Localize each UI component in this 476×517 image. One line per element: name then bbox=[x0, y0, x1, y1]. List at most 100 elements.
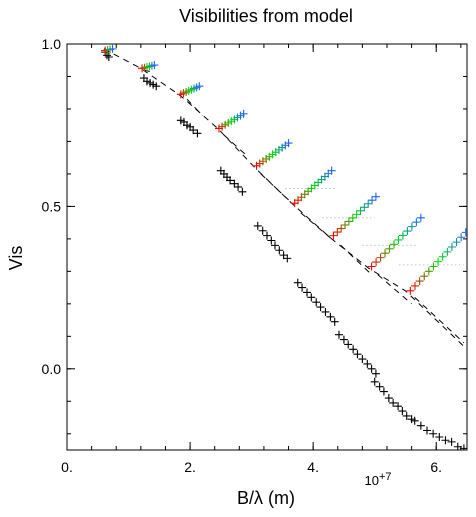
data-point-color bbox=[381, 249, 390, 258]
x-axis-label: B/λ (m) bbox=[237, 488, 295, 508]
data-point-color bbox=[424, 267, 433, 276]
data-point-black bbox=[459, 444, 467, 450]
data-point-color bbox=[344, 217, 353, 226]
data-point-black bbox=[349, 345, 358, 354]
data-point-black bbox=[263, 231, 271, 240]
data-point-black bbox=[358, 355, 367, 364]
x-axis-multiplier: 10+7 bbox=[364, 471, 391, 488]
y-tick-label: 0.5 bbox=[42, 198, 62, 214]
data-point-color bbox=[352, 210, 361, 219]
data-point-black bbox=[435, 433, 444, 442]
data-point-color bbox=[360, 203, 369, 212]
data-point-color bbox=[434, 257, 443, 266]
data-point-black bbox=[389, 398, 398, 407]
data-point-black bbox=[447, 437, 456, 446]
plot-area: 0. 2. 4. 6. 0.0 0.5 1.0 bbox=[42, 36, 468, 475]
data-point-black bbox=[429, 429, 438, 438]
data-point-black bbox=[283, 254, 292, 263]
data-point-color bbox=[356, 206, 365, 215]
data-point-color bbox=[394, 235, 403, 244]
data-point-color bbox=[367, 262, 376, 271]
data-point-black bbox=[339, 335, 348, 344]
x-tick-label: 0. bbox=[61, 459, 73, 475]
y-tick-label: 0.0 bbox=[42, 361, 62, 377]
data-point-black bbox=[353, 350, 362, 359]
data-point-color bbox=[348, 213, 357, 222]
data-point-color bbox=[443, 247, 452, 256]
dashed-segment bbox=[340, 245, 372, 275]
x-tick-label: 6. bbox=[430, 459, 442, 475]
data-point-black bbox=[416, 421, 425, 430]
data-point-black bbox=[271, 241, 279, 250]
chart-title: Visibilities from model bbox=[179, 6, 353, 26]
data-point-black bbox=[226, 176, 235, 185]
y-axis-label: Vis bbox=[6, 246, 26, 271]
data-point-color bbox=[420, 272, 429, 281]
data-point-black bbox=[441, 436, 450, 445]
data-point-color bbox=[398, 231, 407, 240]
data-point-color bbox=[239, 109, 248, 118]
data-point-black bbox=[379, 387, 388, 396]
data-point-color bbox=[447, 243, 456, 251]
plot-marks bbox=[101, 44, 467, 450]
data-point-black bbox=[279, 251, 288, 260]
data-point-color bbox=[411, 281, 419, 290]
data-point-color bbox=[372, 258, 381, 267]
data-point-black bbox=[367, 364, 376, 373]
data-point-black bbox=[312, 298, 321, 307]
data-point-black bbox=[275, 246, 284, 255]
data-point-black bbox=[104, 52, 113, 61]
data-point-color bbox=[284, 139, 293, 148]
data-point-black bbox=[193, 129, 202, 138]
data-point-color bbox=[341, 221, 350, 230]
data-point-color bbox=[376, 253, 385, 262]
data-point-black bbox=[384, 394, 393, 403]
data-point-black bbox=[230, 179, 239, 188]
data-point-black bbox=[267, 236, 276, 245]
data-point-color bbox=[412, 218, 421, 227]
data-point-color bbox=[195, 82, 204, 91]
data-point-color bbox=[327, 166, 336, 175]
data-point-black bbox=[398, 407, 407, 416]
data-point-color bbox=[429, 262, 438, 271]
data-point-black bbox=[321, 307, 330, 316]
data-point-color bbox=[457, 233, 466, 242]
data-point-color bbox=[329, 231, 338, 240]
data-point-color bbox=[368, 196, 377, 205]
data-point-black bbox=[298, 283, 307, 292]
data-point-color bbox=[337, 224, 346, 233]
data-point-black bbox=[307, 293, 316, 302]
data-point-black bbox=[330, 317, 339, 326]
data-point-black bbox=[234, 182, 243, 191]
data-point-black bbox=[238, 187, 247, 196]
y-tick-label: 1.0 bbox=[42, 36, 62, 52]
data-point-black bbox=[423, 426, 431, 435]
dashed-segment bbox=[377, 274, 412, 305]
data-point-color bbox=[385, 244, 394, 253]
data-point-black bbox=[344, 340, 353, 349]
data-point-color bbox=[371, 192, 380, 201]
data-point-black bbox=[363, 359, 372, 368]
x-tick-label: 2. bbox=[184, 459, 196, 475]
data-point-color bbox=[461, 228, 467, 237]
dashed-segment bbox=[414, 296, 465, 344]
data-point-black bbox=[371, 369, 380, 378]
plot-frame bbox=[66, 43, 468, 451]
data-point-color bbox=[415, 277, 424, 286]
data-point-black bbox=[326, 312, 335, 321]
data-point-color bbox=[389, 240, 398, 249]
data-point-black bbox=[258, 226, 267, 235]
dashed-segment bbox=[300, 212, 332, 240]
data-point-color bbox=[150, 61, 159, 70]
data-point-color bbox=[333, 228, 342, 237]
data-point-black bbox=[189, 126, 198, 135]
dashed-segment bbox=[186, 98, 203, 116]
data-point-color bbox=[364, 199, 373, 208]
data-point-color bbox=[403, 227, 412, 236]
data-point-color bbox=[406, 286, 415, 295]
x-tick-label: 4. bbox=[307, 459, 319, 475]
data-point-black bbox=[410, 416, 419, 425]
data-point-color bbox=[108, 44, 117, 53]
data-point-black bbox=[402, 411, 411, 420]
data-point-black bbox=[293, 278, 302, 287]
